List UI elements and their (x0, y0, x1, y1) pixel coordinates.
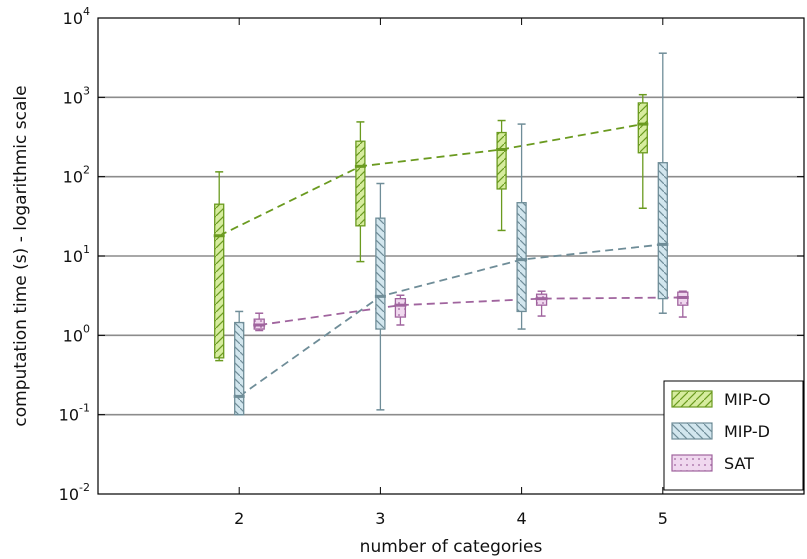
y-tick-label: 101 (63, 243, 90, 266)
box-mip-d-4 (516, 123, 528, 330)
x-tick-label: 2 (234, 509, 244, 528)
box-body (214, 203, 225, 359)
y-tick-exponent: 3 (83, 84, 90, 97)
box-body (516, 202, 527, 313)
legend-label: SAT (724, 454, 754, 473)
legend-label: MIP-D (724, 422, 770, 441)
y-tick-exponent: 4 (83, 5, 90, 18)
y-tick-exponent: -2 (79, 481, 90, 494)
legend: MIP-O MIP-D SAT (663, 380, 804, 491)
box-mip-d-5 (657, 52, 669, 314)
y-axis-label: computation time (s) - logarithmic scale (11, 85, 31, 426)
y-tick-exponent: 2 (83, 164, 90, 177)
x-tick-label: 3 (375, 509, 385, 528)
y-tick-exponent: 0 (83, 322, 90, 335)
x-tick-label: 4 (517, 509, 527, 528)
legend-item-mip-o: MIP-O (671, 390, 771, 409)
series-mip-o (213, 93, 649, 362)
y-tick-base: 10 (63, 9, 83, 28)
y-tick-exponent: -1 (79, 402, 90, 415)
y-tick-base: 10 (63, 326, 83, 345)
trend-lines (218, 123, 683, 398)
y-tick-label: 102 (63, 164, 90, 187)
box-mip-o-3 (354, 121, 366, 263)
box-body (375, 217, 386, 330)
legend-swatch (671, 390, 713, 408)
box-sat-4 (535, 290, 548, 317)
y-tick-label: 100 (63, 322, 90, 345)
box-body (657, 162, 668, 300)
box-body (637, 102, 648, 154)
box-sat-5 (676, 290, 689, 318)
x-axis-ticks: 2 3 4 5 (234, 18, 668, 528)
box-body (234, 321, 245, 416)
y-tick-label: 10-2 (59, 481, 90, 504)
box-mip-d-3 (374, 182, 386, 411)
legend-swatch (671, 422, 713, 440)
series-sat (253, 290, 689, 332)
y-tick-base: 10 (59, 485, 79, 504)
box-mip-o-5 (637, 93, 649, 209)
y-tick-base: 10 (63, 247, 83, 266)
box-sat-2 (253, 312, 266, 332)
grid-lines (98, 96, 804, 416)
box-mip-o-2 (213, 171, 225, 362)
y-tick-base: 10 (63, 168, 83, 187)
y-tick-base: 10 (59, 406, 79, 425)
trend-line-mip-d (238, 243, 663, 398)
box-mip-o-4 (496, 119, 508, 232)
series-mip-d (233, 52, 669, 416)
y-tick-exponent: 1 (83, 243, 90, 256)
x-tick-label: 5 (658, 509, 668, 528)
y-tick-label: 103 (63, 84, 90, 107)
y-tick-base: 10 (63, 88, 83, 107)
box-body (355, 140, 366, 227)
y-tick-label: 10-1 (59, 402, 90, 425)
legend-item-mip-d: MIP-D (671, 422, 770, 441)
box-series (213, 52, 689, 416)
legend-label: MIP-O (724, 390, 771, 409)
box-sat-3 (394, 294, 407, 326)
y-tick-label: 104 (63, 5, 90, 28)
trend-line-mip-o (218, 123, 643, 237)
trend-line-sat (259, 296, 683, 326)
legend-item-sat: SAT (671, 454, 754, 473)
box-body (394, 297, 407, 318)
x-axis-label: number of categories (360, 537, 543, 557)
box-body (496, 131, 507, 190)
box-mip-d-2 (233, 310, 245, 416)
legend-swatch (671, 454, 713, 472)
